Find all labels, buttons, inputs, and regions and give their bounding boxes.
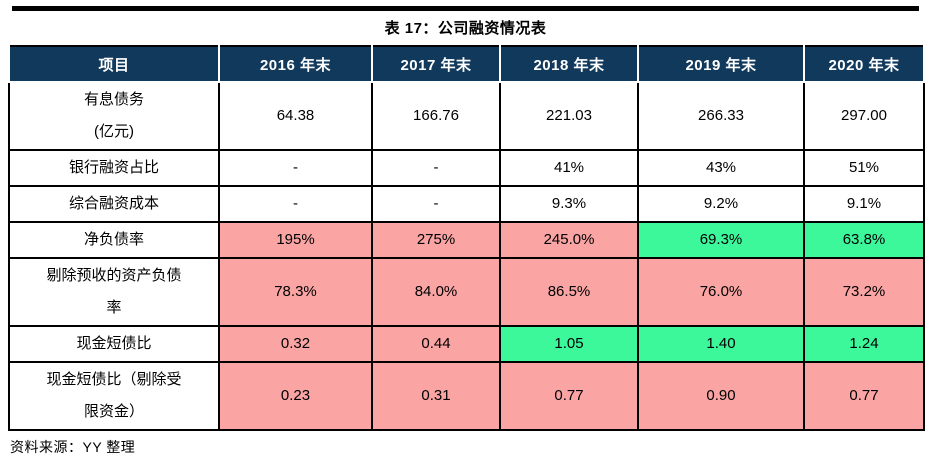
data-cell: 266.33 [637,81,805,151]
top-divider [12,6,919,11]
header-cell-2020: 2020 年末 [803,46,925,83]
data-cell: 0.32 [218,325,373,363]
data-cell: 1.05 [499,325,639,363]
data-cell: 1.40 [637,325,805,363]
data-cell: 0.44 [371,325,501,363]
header-cell-2018: 2018 年末 [499,46,639,83]
row-label: 剔除预收的资产负债 率 [8,257,220,327]
row-comprehensive-financing-cost: 综合融资成本 - - 9.3% 9.2% 9.1% [8,185,925,223]
data-cell: - [218,149,373,187]
data-cell: 0.23 [218,361,373,431]
header-row: 项目 2016 年末 2017 年末 2018 年末 2019 年末 2020 … [8,46,925,83]
row-asset-liability-ratio-excl-presales: 剔除预收的资产负债 率 78.3% 84.0% 86.5% 76.0% 73.2… [8,257,925,327]
row-interest-bearing-debt: 有息债务 (亿元) 64.38 166.76 221.03 266.33 297… [8,81,925,151]
data-cell: 73.2% [803,257,925,327]
data-cell: 0.77 [499,361,639,431]
data-cell: 245.0% [499,221,639,259]
data-cell: 0.31 [371,361,501,431]
row-cash-short-debt-ratio-excl-restricted: 现金短债比（剔除受 限资金） 0.23 0.31 0.77 0.90 0.77 [8,361,925,431]
data-cell: 84.0% [371,257,501,327]
data-cell: 69.3% [637,221,805,259]
row-bank-financing-ratio: 银行融资占比 - - 41% 43% 51% [8,149,925,187]
data-cell: 86.5% [499,257,639,327]
header-cell-2019: 2019 年末 [637,46,805,83]
row-label: 银行融资占比 [8,149,220,187]
data-cell: - [371,149,501,187]
header-cell-2016: 2016 年末 [218,46,373,83]
header-cell-item: 项目 [8,46,220,83]
table-title: 表 17：公司融资情况表 [384,20,547,37]
data-cell: 41% [499,149,639,187]
data-cell: 0.90 [637,361,805,431]
data-cell: 166.76 [371,81,501,151]
data-cell: 195% [218,221,373,259]
data-cell: 51% [803,149,925,187]
data-cell: 43% [637,149,805,187]
data-cell: 63.8% [803,221,925,259]
data-cell: 64.38 [218,81,373,151]
row-label: 综合融资成本 [8,185,220,223]
data-cell: 9.3% [499,185,639,223]
row-label: 有息债务 (亿元) [8,81,220,151]
row-label: 净负债率 [8,221,220,259]
row-label: 现金短债比 [8,325,220,363]
row-net-debt-ratio: 净负债率 195% 275% 245.0% 69.3% 63.8% [8,221,925,259]
data-cell: 275% [371,221,501,259]
data-cell: 1.24 [803,325,925,363]
data-cell: 0.77 [803,361,925,431]
data-cell: 9.1% [803,185,925,223]
header-cell-2017: 2017 年末 [371,46,501,83]
source-note: 资料来源：YY 整理 [10,439,136,455]
data-cell: 221.03 [499,81,639,151]
row-label: 现金短债比（剔除受 限资金） [8,361,220,431]
data-cell: 76.0% [637,257,805,327]
financing-table: 项目 2016 年末 2017 年末 2018 年末 2019 年末 2020 … [8,45,925,431]
data-cell: - [371,185,501,223]
data-cell: - [218,185,373,223]
data-cell: 9.2% [637,185,805,223]
data-cell: 297.00 [803,81,925,151]
data-cell: 78.3% [218,257,373,327]
row-cash-short-debt-ratio: 现金短债比 0.32 0.44 1.05 1.40 1.24 [8,325,925,363]
